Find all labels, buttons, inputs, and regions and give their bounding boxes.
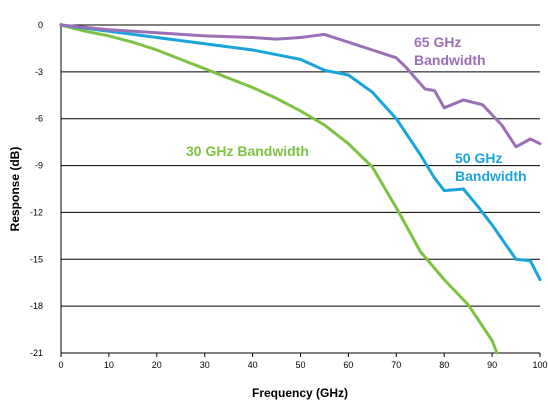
- y-tick-label: 0: [38, 20, 43, 30]
- grid-lines: [61, 24, 540, 354]
- x-tick-label: 70: [391, 360, 401, 370]
- series-label-65ghz-line1: 65 GHz: [414, 34, 461, 50]
- series-line-1: [59, 23, 542, 282]
- x-tick-label: 10: [104, 360, 114, 370]
- y-tick-label: -21: [30, 348, 43, 358]
- series-label-50ghz-line2: Bandwidth: [455, 168, 527, 184]
- x-tick-labels: 0 10 20 30 40 50 60 70 80 90 100: [58, 360, 547, 370]
- x-axis-label: Frequency (GHz): [252, 386, 348, 400]
- y-tick-label: -18: [30, 301, 43, 311]
- y-tick-labels: 0 -3 -6 -9 -12 -15 -18 -21: [30, 20, 43, 358]
- series-label-50ghz-line1: 50 GHz: [455, 150, 502, 166]
- x-tick-label: 60: [343, 360, 353, 370]
- y-tick-label: -6: [35, 114, 43, 124]
- axes: [60, 23, 541, 357]
- y-tick-label: -12: [30, 207, 43, 217]
- x-tick-label: 80: [439, 360, 449, 370]
- series-label-30ghz: 30 GHz Bandwidth: [186, 143, 309, 159]
- x-tick-label: 20: [152, 360, 162, 370]
- x-tick-label: 100: [532, 360, 547, 370]
- y-tick-label: -9: [35, 161, 43, 171]
- x-tick-label: 30: [200, 360, 210, 370]
- series-line-0: [59, 23, 499, 355]
- series-lines: [59, 23, 542, 355]
- x-tick-label: 40: [248, 360, 258, 370]
- x-tick-label: 90: [487, 360, 497, 370]
- series-label-50ghz: 50 GHz Bandwidth: [455, 150, 527, 184]
- series-label-65ghz: 65 GHz Bandwidth: [414, 34, 486, 68]
- series-line-2: [59, 23, 542, 149]
- y-tick-label: -15: [30, 254, 43, 264]
- x-tick-label: 0: [58, 360, 63, 370]
- y-axis-label: Response (dB): [8, 147, 22, 232]
- x-tick-label: 50: [295, 360, 305, 370]
- series-label-65ghz-line2: Bandwidth: [414, 52, 486, 68]
- y-tick-label: -3: [35, 67, 43, 77]
